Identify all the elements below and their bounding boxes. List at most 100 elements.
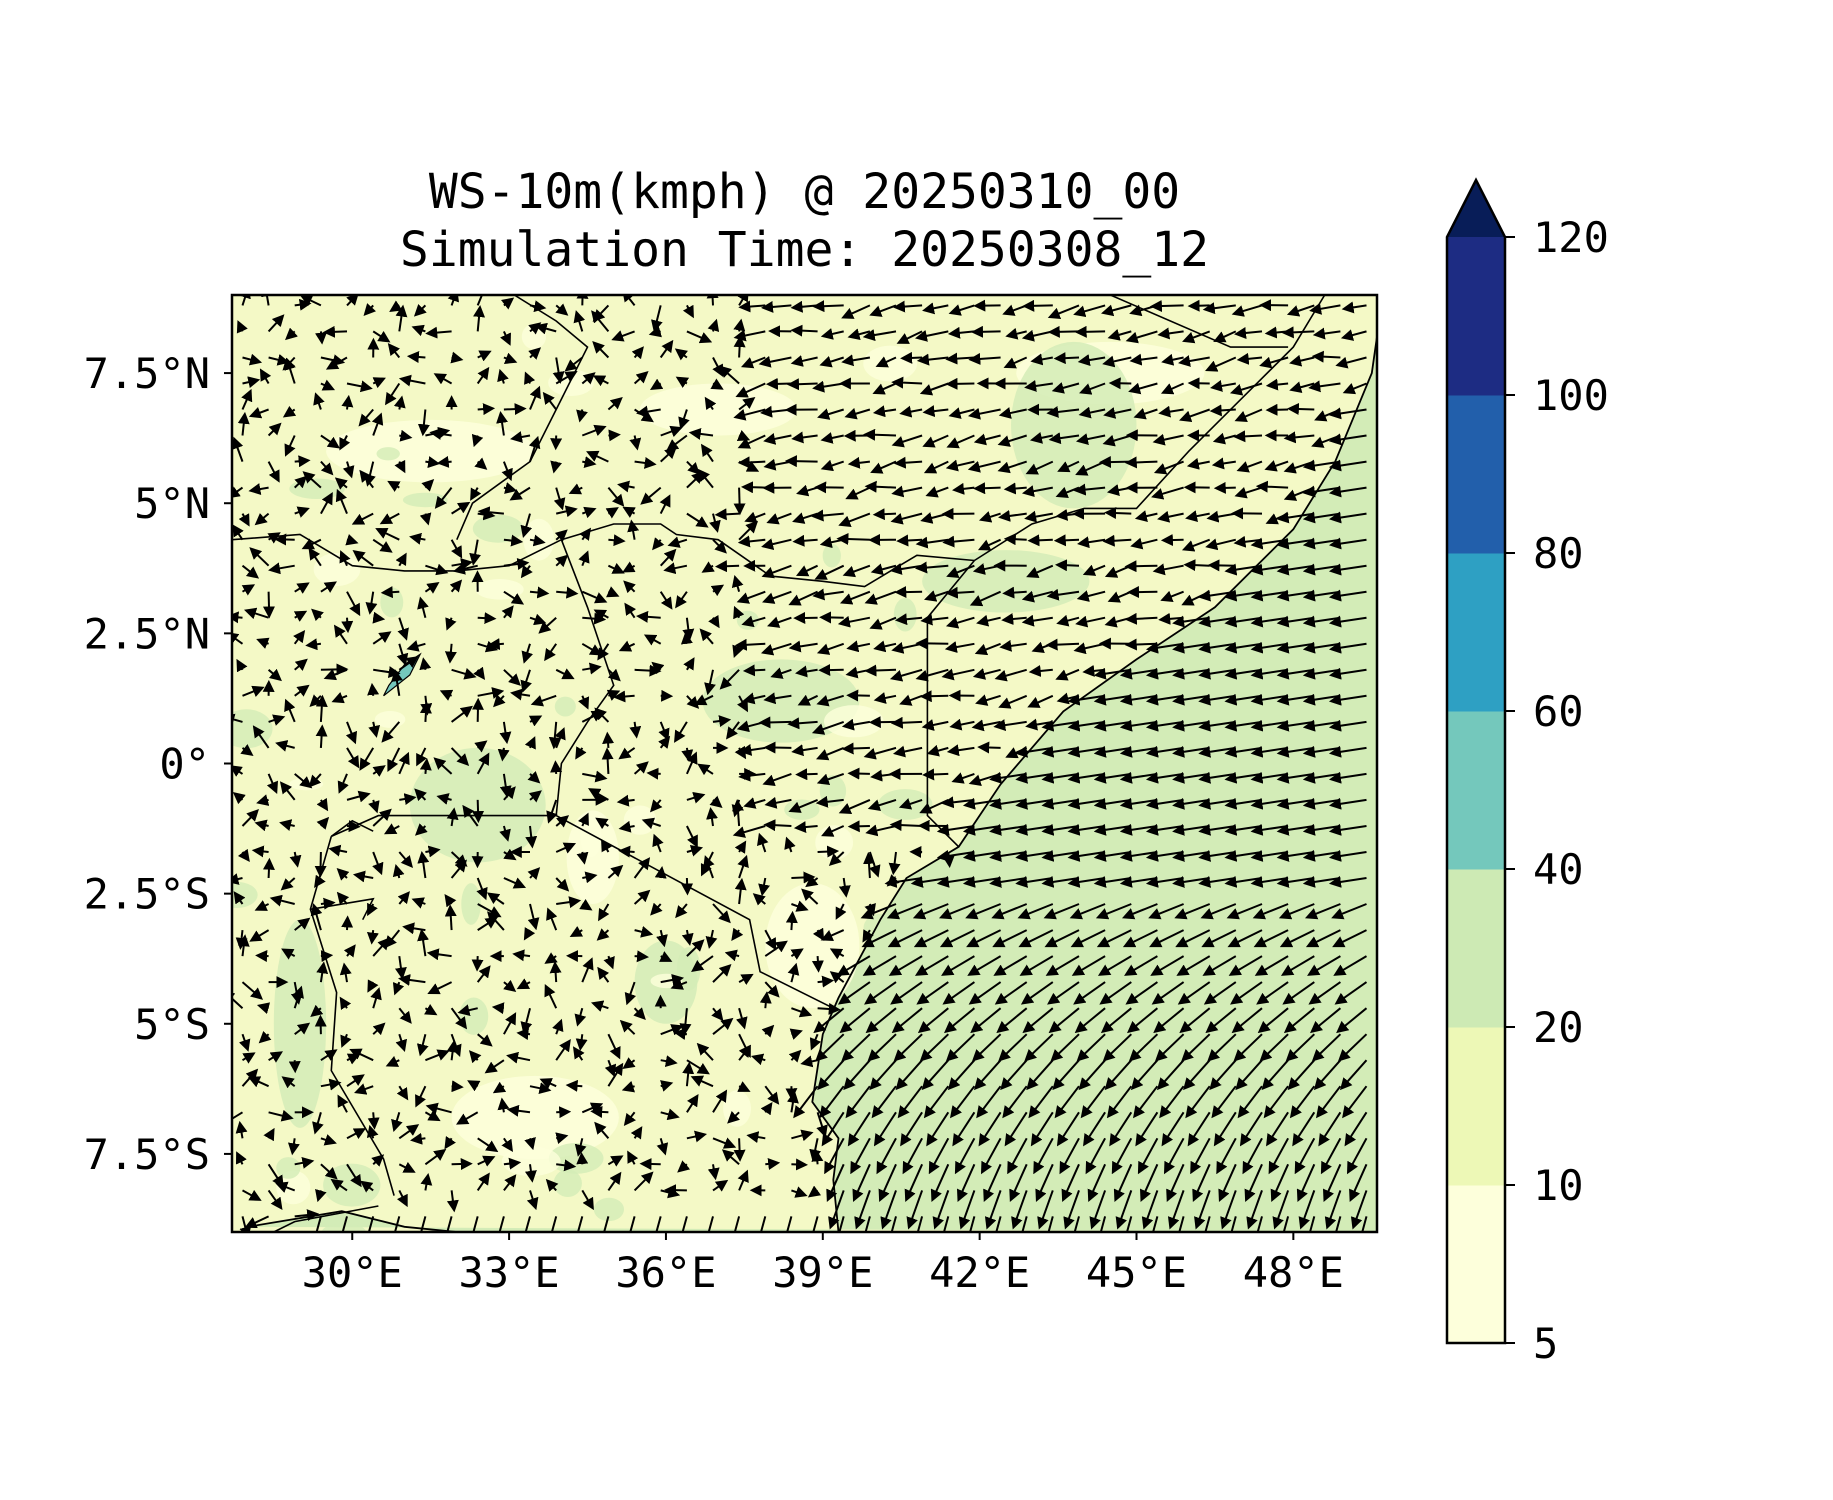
- wind-arrow: [658, 951, 673, 962]
- wind-arrow: [786, 1216, 793, 1232]
- wind-arrow: [838, 877, 851, 898]
- wind-arrow: [237, 934, 250, 957]
- wind-arrow: [683, 657, 695, 671]
- wind-arrow: [394, 955, 407, 980]
- wind-arrow: [337, 1094, 349, 1113]
- wind-arrow: [1104, 507, 1132, 520]
- wind-arrow: [654, 866, 667, 879]
- wind-arrow: [591, 1000, 609, 1012]
- wind-arrow: [682, 1061, 695, 1087]
- wind-arrow: [618, 820, 635, 833]
- speed-patch: [472, 514, 524, 543]
- wind-arrow: [346, 790, 371, 803]
- wind-arrow: [320, 1134, 337, 1146]
- wind-arrow: [302, 471, 322, 489]
- wind-arrow: [841, 718, 871, 731]
- wind-arrow: [520, 669, 532, 693]
- wind-arrow: [354, 1083, 374, 1095]
- wind-arrow: [294, 1209, 320, 1222]
- wind-arrow: [922, 434, 949, 448]
- wind-arrow: [262, 591, 275, 619]
- wind-arrow: [367, 1216, 375, 1232]
- wind-arrow: [916, 1216, 924, 1232]
- border-line: [1110, 295, 1289, 348]
- wind-arrow: [372, 611, 386, 624]
- wind-arrow: [977, 741, 1001, 754]
- wind-arrow: [292, 985, 304, 1009]
- wind-arrow: [739, 744, 766, 756]
- wind-arrow: [750, 1053, 766, 1066]
- wind-arrow: [766, 512, 792, 525]
- wind-arrow: [232, 765, 244, 777]
- wind-arrow: [707, 1164, 720, 1181]
- wind-arrow: [417, 928, 430, 957]
- wind-arrow: [922, 768, 949, 781]
- wind-arrow: [646, 767, 661, 780]
- wind-arrow: [398, 1161, 416, 1173]
- wind-arrow: [622, 506, 636, 518]
- wind-arrow: [709, 513, 721, 533]
- wind-arrow: [325, 356, 348, 370]
- speed-patch: [1011, 341, 1137, 509]
- wind-arrow: [242, 1189, 262, 1201]
- wind-arrow: [539, 1078, 557, 1090]
- wind-arrow: [524, 1216, 531, 1232]
- wind-arrow: [846, 689, 870, 702]
- wind-arrow: [315, 331, 328, 345]
- wind-arrow: [650, 902, 663, 916]
- wind-arrow: [312, 1112, 324, 1135]
- speed-patch: [523, 518, 555, 561]
- wind-arrow: [446, 1190, 459, 1213]
- wind-arrow: [1160, 534, 1184, 547]
- wind-arrow: [425, 326, 452, 339]
- wind-arrow: [707, 1216, 714, 1232]
- wind-arrow: [487, 911, 505, 931]
- wind-arrow: [446, 1216, 453, 1232]
- wind-arrow: [524, 1136, 536, 1151]
- wind-arrow: [704, 669, 716, 696]
- wind-arrow: [503, 534, 524, 547]
- wind-arrow: [811, 956, 824, 973]
- wind-arrow: [721, 1149, 740, 1166]
- wind-arrow: [623, 1111, 636, 1127]
- wind-arrow: [339, 550, 351, 567]
- wind-arrow: [789, 1028, 803, 1040]
- wind-arrow: [477, 687, 505, 699]
- wind-vectors: [232, 295, 1368, 1232]
- wind-arrow: [897, 1085, 923, 1119]
- wind-arrow: [449, 579, 463, 593]
- wind-arrow: [844, 407, 871, 420]
- wind-arrow: [762, 590, 792, 604]
- wind-arrow: [544, 952, 558, 964]
- wind-arrow: [1124, 560, 1158, 573]
- wind-arrow: [904, 1163, 924, 1202]
- wind-arrow: [462, 804, 479, 827]
- wind-arrow: [242, 353, 263, 366]
- speed-patch: [723, 1090, 751, 1127]
- wind-arrow: [529, 586, 550, 599]
- wind-arrow: [268, 1051, 284, 1063]
- wind-arrow: [336, 868, 350, 881]
- wind-arrow: [847, 767, 870, 780]
- wind-arrow: [759, 1216, 767, 1232]
- speed-patch: [459, 997, 489, 1035]
- wind-arrow: [451, 501, 471, 515]
- wind-arrow: [368, 799, 380, 814]
- wind-arrow: [411, 897, 426, 909]
- wind-arrow: [919, 690, 949, 703]
- wind-arrow: [621, 1080, 636, 1093]
- wind-arrow: [893, 1033, 923, 1062]
- wind-arrow: [395, 304, 408, 332]
- wind-arrow: [873, 692, 897, 704]
- wind-arrow: [659, 494, 671, 515]
- wind-arrow: [476, 965, 491, 983]
- wind-arrow: [555, 842, 577, 854]
- wind-arrow: [284, 698, 296, 723]
- wind-arrow: [375, 527, 400, 541]
- wind-arrow: [301, 538, 322, 550]
- wind-arrow: [534, 322, 557, 335]
- wind-arrow: [916, 353, 949, 366]
- wind-arrow: [503, 669, 521, 686]
- wind-arrow: [651, 305, 663, 333]
- wind-arrow: [527, 903, 540, 931]
